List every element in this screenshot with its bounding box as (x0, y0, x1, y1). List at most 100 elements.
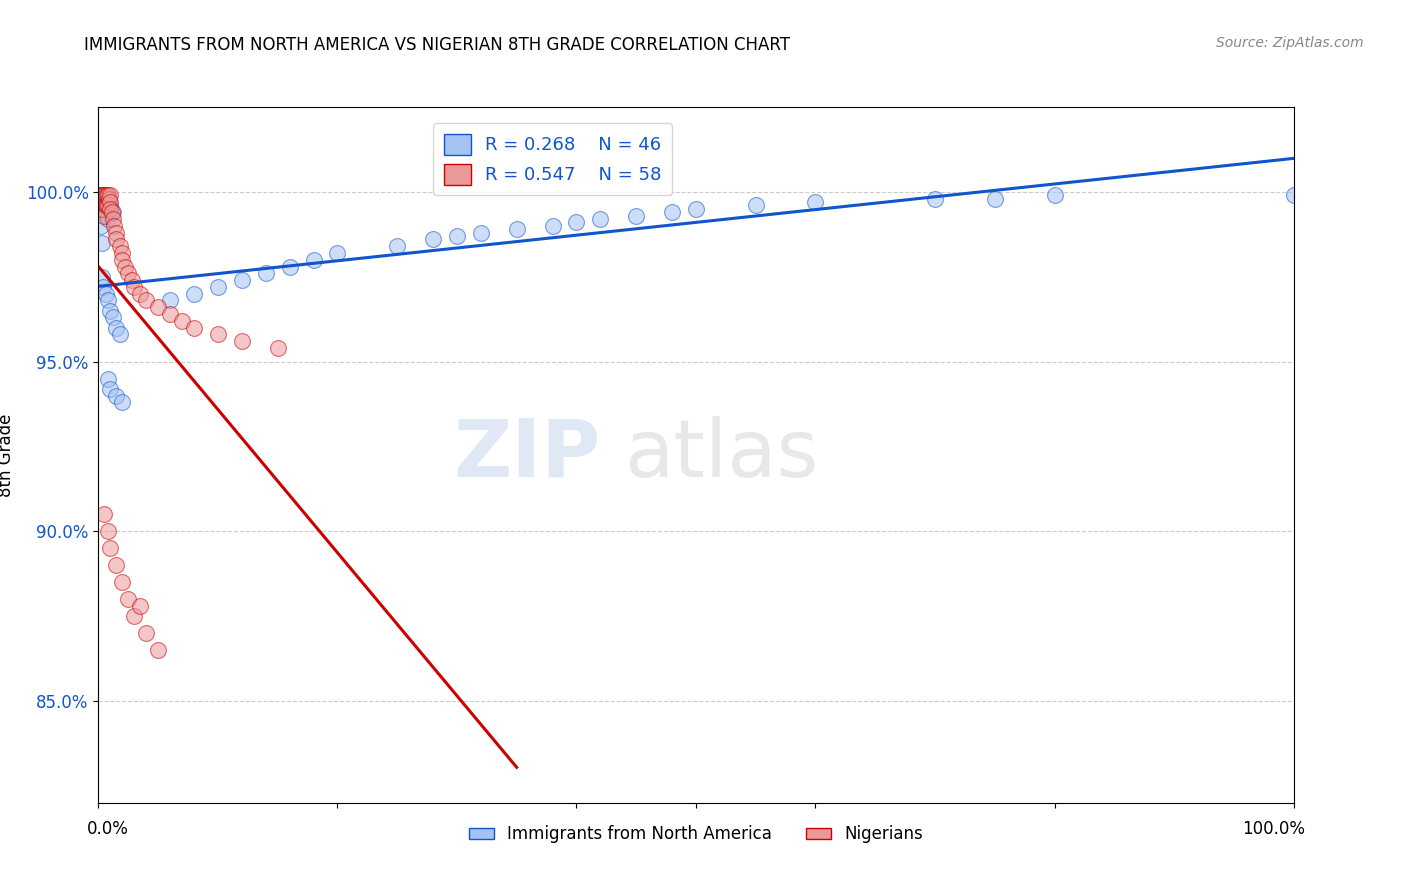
Point (117, 266, 139, 280)
Point (98, 202, 122, 216)
Point (91, 188, 114, 202)
Point (93, 188, 115, 202)
Point (97, 188, 120, 202)
Point (278, 260, 301, 274)
Point (111, 252, 134, 267)
Point (105, 320, 128, 334)
Point (267, 341, 290, 355)
Point (91, 195, 114, 210)
Point (114, 260, 136, 274)
Point (91, 235, 114, 250)
Point (541, 219, 564, 233)
Point (93, 508, 115, 522)
Point (90, 202, 112, 216)
Point (91, 280, 114, 294)
Point (108, 327, 131, 342)
Point (470, 226, 492, 240)
Point (589, 212, 612, 227)
Point (94, 286, 117, 301)
Point (108, 239, 131, 253)
Point (97, 524, 120, 539)
Point (98, 198, 122, 212)
Point (100, 205, 122, 219)
Point (254, 266, 277, 280)
Point (121, 273, 143, 287)
Point (97, 212, 120, 227)
Point (302, 252, 325, 267)
Point (97, 293, 120, 308)
Point (984, 192, 1007, 206)
Point (93, 202, 115, 216)
Point (124, 609, 146, 624)
Point (231, 273, 253, 287)
Text: IMMIGRANTS FROM NORTH AMERICA VS NIGERIAN 8TH GRADE CORRELATION CHART: IMMIGRANTS FROM NORTH AMERICA VS NIGERIA… (84, 36, 790, 54)
Point (91, 202, 114, 216)
Point (1282, 188, 1305, 202)
Point (207, 327, 229, 342)
Point (94, 198, 117, 212)
Point (111, 246, 134, 260)
Point (98, 382, 122, 396)
Point (111, 575, 134, 590)
Point (565, 215, 588, 229)
Point (98, 303, 122, 318)
Point (326, 246, 349, 260)
Y-axis label: 8th Grade: 8th Grade (0, 413, 14, 497)
Point (94, 192, 117, 206)
Point (135, 293, 157, 308)
Point (124, 280, 146, 294)
Point (159, 307, 181, 321)
Point (96, 188, 118, 202)
Point (93, 198, 115, 212)
Legend: Immigrants from North America, Nigerians: Immigrants from North America, Nigerians (463, 819, 929, 850)
Point (129, 599, 152, 613)
Point (90, 188, 112, 202)
Point (90, 219, 112, 233)
Text: atlas: atlas (624, 416, 818, 494)
Point (96, 209, 118, 223)
Point (97, 198, 120, 212)
Point (117, 592, 139, 607)
Point (101, 205, 124, 219)
Point (661, 205, 683, 219)
Text: 100.0%: 100.0% (1243, 820, 1306, 838)
Point (385, 239, 409, 253)
Text: Source: ZipAtlas.com: Source: ZipAtlas.com (1216, 36, 1364, 50)
Point (91, 195, 114, 210)
Text: ZIP: ZIP (453, 416, 600, 494)
Point (626, 209, 648, 223)
Point (446, 229, 468, 244)
Point (129, 286, 152, 301)
Point (96, 198, 118, 212)
Point (105, 558, 128, 573)
Point (89, 202, 111, 216)
Point (98, 192, 121, 206)
Text: 0.0%: 0.0% (87, 820, 128, 838)
Point (105, 226, 128, 240)
Point (422, 232, 444, 246)
Point (172, 314, 194, 328)
Point (89, 195, 111, 210)
Point (231, 334, 253, 349)
Point (93, 209, 115, 223)
Point (101, 310, 124, 325)
Point (148, 300, 170, 314)
Point (97, 371, 120, 385)
Point (506, 222, 529, 236)
Point (103, 219, 125, 233)
Point (89, 188, 111, 202)
Point (183, 320, 205, 334)
Point (94, 188, 117, 202)
Point (111, 395, 134, 409)
Point (91, 188, 114, 202)
Point (98, 541, 122, 556)
Point (685, 202, 707, 216)
Point (804, 195, 827, 210)
Point (207, 280, 229, 294)
Point (924, 192, 946, 206)
Point (745, 198, 768, 212)
Point (90, 195, 112, 210)
Point (105, 232, 128, 246)
Point (183, 286, 205, 301)
Point (91, 269, 114, 284)
